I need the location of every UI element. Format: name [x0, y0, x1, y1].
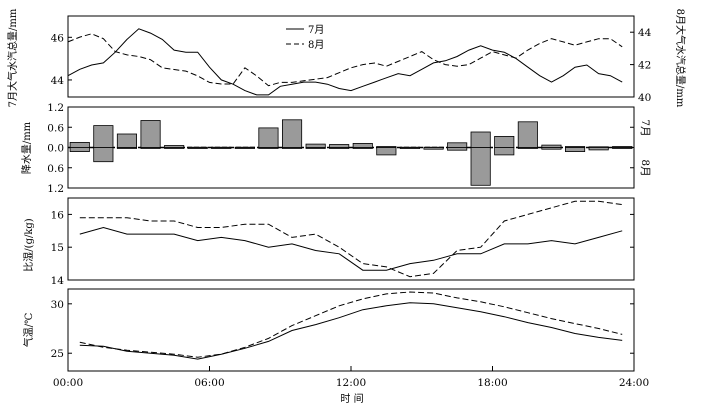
panel2-bar-8月-5 — [187, 147, 208, 149]
panel2-bar-8月-12 — [352, 147, 373, 149]
panel2-bar-8月-19 — [517, 147, 538, 149]
panel1-series-8月-line — [67, 33, 623, 87]
panel2-bar-7月-10 — [305, 143, 326, 148]
panel2-bar-7月-17 — [470, 131, 491, 148]
panel2-bar-7月-3 — [140, 120, 161, 148]
panel2-bar-7月-18 — [494, 135, 515, 148]
x-tick-label-0: 00:00 — [53, 377, 83, 389]
panel2-bar-8月-23 — [612, 147, 633, 149]
panel2-bar-8月-16 — [447, 147, 468, 151]
panel3-ylabel: 比湿/(g/kg) — [23, 218, 35, 272]
panel1-right-ylabel: 8月大气水汽总量/mm — [674, 9, 687, 108]
panel2-bar-8月-20 — [541, 147, 562, 150]
panel1-frame — [67, 15, 635, 98]
x-tick-label-3: 18:00 — [477, 377, 507, 389]
panel2-bar-8月-0 — [69, 147, 90, 152]
panel1-left-ylabel: 7月大气水汽总量/mm — [6, 8, 19, 107]
panel2-bar-8月-13 — [376, 147, 397, 156]
panel4-tick-label-1: 30 — [51, 299, 64, 311]
panel4-series-dashed-line — [79, 291, 623, 358]
panel2-bar-8月-21 — [565, 147, 586, 152]
panel2-bar-8月-22 — [588, 147, 609, 151]
plot-panels: 44 46 40 42 44 1.2 0.6 0.0 0.6 1.2 14 15 16 25 30 00:00… — [47, 15, 652, 389]
panel4-frame — [67, 288, 635, 372]
x-tick-label-2: 12:00 — [336, 377, 366, 389]
panel2-bar-8月-9 — [281, 147, 303, 149]
panel2-bar-8月-4 — [164, 147, 185, 149]
panel2-bar-8月-2 — [116, 147, 138, 149]
panel3-frame — [67, 197, 635, 281]
panel3-series-dashed-line — [79, 200, 623, 278]
panel3-tick-label-0: 14 — [51, 275, 65, 287]
panel2-tick-label-2: 0.0 — [47, 143, 64, 155]
panel1-left-tick-label-0: 44 — [51, 75, 65, 87]
x-tick-label-1: 06:00 — [194, 377, 224, 389]
panel2-bar-8月-18 — [494, 147, 515, 156]
precip-right-label-8月: 8月 — [639, 159, 651, 176]
panel2-bar-7月-2 — [116, 133, 138, 148]
panel2-bar-8月-8 — [258, 147, 279, 149]
panel2-bar-8月-6 — [211, 147, 232, 149]
panel2-bar-7月-0 — [69, 141, 90, 148]
legend-label-8月: 8月 — [308, 39, 324, 51]
panel3-series-solid-line — [79, 226, 623, 271]
panel2-ylabel: 降水量/mm — [20, 121, 33, 174]
panel2-bar-7月-19 — [517, 121, 538, 148]
legend-label-7月: 7月 — [308, 24, 324, 36]
panel1-right-tick-label-0: 40 — [638, 92, 651, 104]
panel1-series-7月-line — [67, 28, 623, 96]
panel2-bar-8月-15 — [423, 147, 444, 150]
panel3-tick-label-1: 15 — [51, 242, 64, 254]
panel2-tick-label-0: 1.2 — [47, 102, 64, 114]
panel2-bar-8月-17 — [470, 147, 491, 186]
panel2-bar-8月-11 — [329, 147, 350, 149]
panel2-bar-8月-7 — [234, 147, 255, 149]
panel2-bar-7月-9 — [281, 119, 303, 148]
panel1-left-tick-label-1: 46 — [51, 32, 65, 44]
panel2-bar-7月-12 — [352, 142, 373, 148]
panel2-tick-label-1: 0.6 — [47, 122, 64, 134]
panel2-bar-8月-14 — [399, 147, 420, 149]
x-axis-label: 时 间 — [340, 392, 363, 405]
panel2-tick-label-4: 1.2 — [47, 183, 64, 195]
panel2-bar-7月-8 — [258, 127, 279, 148]
panel4-series-solid-line — [79, 302, 623, 360]
panel2-bar-8月-1 — [93, 147, 114, 163]
panel2-bar-7月-11 — [329, 144, 350, 148]
panel2-bar-7月-16 — [447, 142, 468, 148]
legend: 7月 8月 — [286, 24, 324, 51]
panel2-bar-8月-3 — [140, 147, 161, 149]
panel4-ylabel: 气温/℃ — [22, 313, 35, 348]
panel1-right-tick-label-2: 44 — [638, 27, 652, 39]
panel3-tick-label-2: 16 — [51, 209, 65, 221]
panel2-bar-7月-1 — [93, 125, 114, 148]
panel4-tick-label-0: 25 — [51, 348, 64, 360]
precip-right-label-7月: 7月 — [639, 119, 651, 136]
panel1-right-tick-label-1: 42 — [638, 60, 651, 72]
panel2-bar-8月-10 — [305, 147, 326, 149]
panel2-tick-label-3: 0.6 — [47, 163, 64, 175]
x-tick-label-4: 24:00 — [619, 377, 649, 389]
